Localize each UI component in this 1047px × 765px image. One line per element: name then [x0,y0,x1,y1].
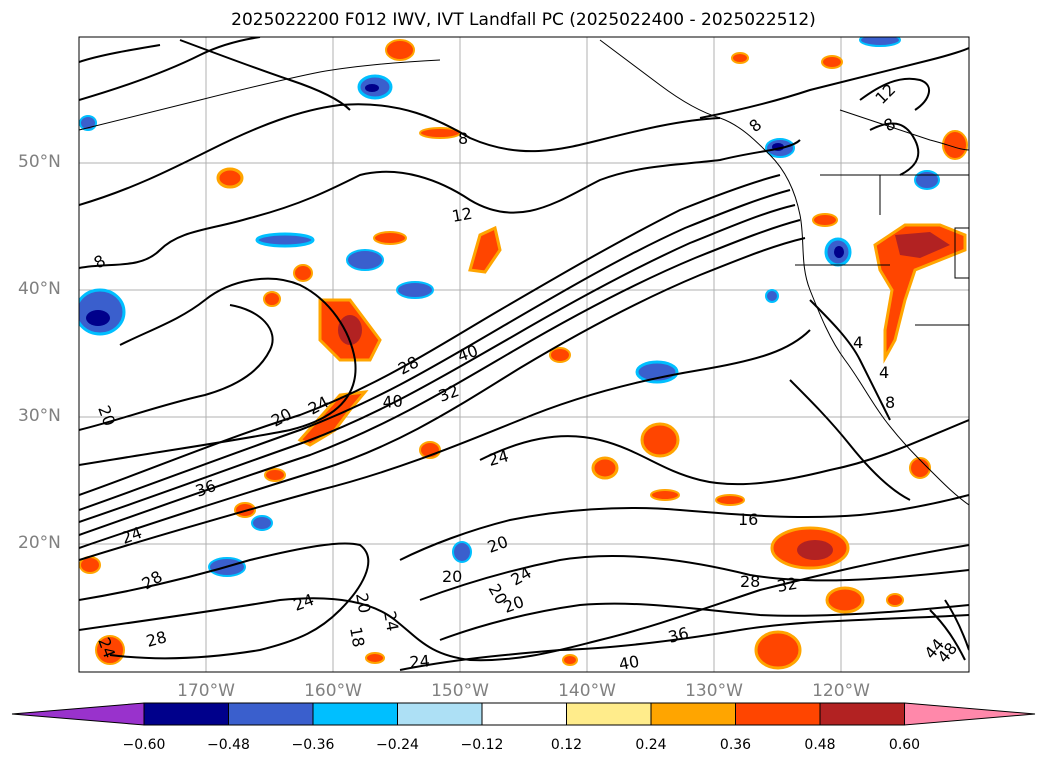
contour-label: 18 [346,625,368,648]
pos-blob [640,422,680,458]
contour-label: 8 [458,129,468,148]
pos-blob [264,468,286,482]
colorbar-bin [143,702,229,726]
neg-blob [765,289,779,303]
neg-blob [834,246,844,258]
neg-blob [365,84,379,92]
lon-label-130w: 130°W [685,681,743,701]
pos-blob [263,291,281,307]
map-border [78,36,970,673]
pos-blob [886,593,904,607]
pos-blob [715,494,745,506]
colorbar-extend-high [904,702,1036,726]
contour-label: 28 [144,627,169,651]
pos-blob [909,457,931,479]
pos-blob [591,456,619,480]
neg-blob [396,281,434,299]
pos-blob [825,586,865,614]
coastlines [79,39,969,506]
neg-blob [86,310,110,326]
lon-label-170w: 170°W [177,681,235,701]
colorbar-tick-label: 0.60 [888,737,921,753]
colorbar-bin [566,702,652,726]
colorbar-tick-label: 0.48 [804,737,836,753]
pos-blob [821,55,843,69]
colorbar-bin [650,702,736,726]
pos-blob [373,231,407,245]
neg-blob [346,249,384,271]
colorbar-tick-label: 0.24 [635,737,667,753]
contour-label: 20 [442,567,462,586]
contour-label: 8 [885,393,895,412]
contour-label: 4 [853,333,863,352]
colorbar-tick-label: −0.60 [122,737,166,753]
colorbar [11,702,1036,726]
pos-blob [549,347,571,363]
iwv-contours [79,37,969,671]
pos-blob [942,130,968,160]
pos-blob [873,223,967,364]
colorbar-bin [312,702,398,726]
pos-blob [562,654,578,666]
pos-blob [338,315,362,345]
lat-label-50n: 50°N [18,152,61,172]
neg-blob [251,515,273,531]
contour-label: 12 [450,204,473,226]
colorbar-tick-label: −0.48 [207,737,250,753]
map-title: 2025022200 F012 IWV, IVT Landfall PC (20… [231,10,816,30]
pos-blob [797,540,833,560]
pos-blob [468,225,502,274]
contour-label: 40 [382,391,404,412]
neg-blob [255,232,315,248]
colorbar-bin [819,702,905,726]
pos-blob [650,489,680,501]
colorbar-bin [397,702,483,726]
colorbar-tick-label: 0.12 [550,737,583,753]
pos-blob [731,52,749,64]
colorbar-bin [735,702,821,726]
colorbar-tick-label: −0.24 [376,737,419,753]
contour-label: 36 [666,623,691,647]
colorbar-bin [481,702,567,726]
lat-label-20n: 20°N [18,533,61,553]
pos-blob [293,264,313,282]
contour-label: 24 [380,609,402,632]
colorbar-tick-label: 0.36 [719,737,752,753]
contour-label: 28 [740,572,760,591]
lon-label-140w: 140°W [558,681,616,701]
neg-blob [452,541,472,563]
contour-label: 16 [738,510,758,529]
neg-blob [914,170,940,190]
colorbar-extend-low [11,702,145,726]
lon-label-150w: 150°W [431,681,489,701]
contour-label: 4 [879,363,889,382]
contour-label: 40 [617,652,640,674]
contour-label: 24 [486,446,511,470]
lon-label-120w: 120°W [812,681,870,701]
colorbar-tick-label: −0.12 [460,737,504,753]
lat-label-40n: 40°N [18,279,61,299]
pos-blob [216,167,244,189]
pos-blob [365,652,385,664]
neg-blob [859,37,901,47]
lat-label-30n: 30°N [18,406,61,426]
contour-label: 24 [409,651,431,672]
pos-blob [812,213,838,227]
pos-blob [895,232,950,258]
pos-blob [95,635,125,665]
colorbar-tick-label: −0.36 [291,737,335,753]
contour-label: 32 [775,574,798,596]
contour-label: 20 [352,591,374,614]
pos-blob [385,39,415,61]
lon-label-160w: 160°W [304,681,362,701]
colorbar-bin [228,702,314,726]
pos-blob [754,630,802,670]
